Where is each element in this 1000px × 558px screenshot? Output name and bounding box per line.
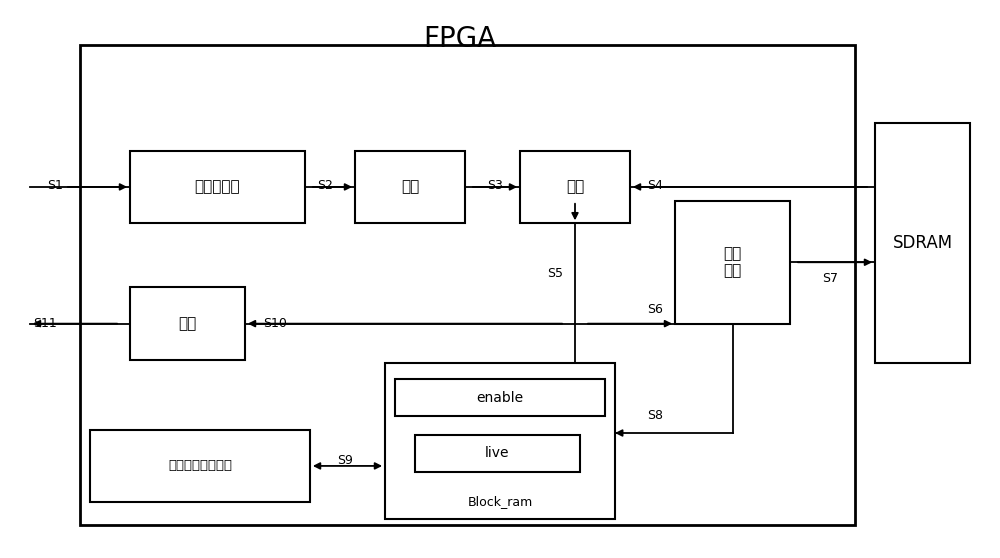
Text: live: live — [485, 446, 510, 460]
Bar — [385, 363, 615, 519]
Text: S5: S5 — [547, 267, 563, 280]
Text: S8: S8 — [647, 409, 663, 422]
Text: 输出: 输出 — [178, 316, 197, 331]
Bar — [875, 123, 970, 363]
Text: 表项
处理: 表项 处理 — [723, 246, 742, 278]
Text: 包信息提取: 包信息提取 — [195, 180, 240, 194]
Text: S4: S4 — [647, 179, 663, 192]
Text: S2: S2 — [317, 179, 333, 192]
Text: enable: enable — [476, 391, 524, 405]
Text: S11: S11 — [33, 317, 57, 330]
Text: FPGA: FPGA — [423, 25, 497, 53]
Text: S1: S1 — [47, 179, 63, 192]
Bar — [90, 430, 310, 502]
Text: S9: S9 — [337, 454, 353, 467]
Bar — [355, 151, 465, 223]
Bar — [130, 151, 305, 223]
Text: Block_ram: Block_ram — [467, 495, 533, 508]
Text: 哈希: 哈希 — [401, 180, 419, 194]
Bar — [415, 435, 580, 472]
Bar — [130, 287, 245, 360]
Bar — [520, 151, 630, 223]
Text: S6: S6 — [647, 303, 663, 316]
Text: S3: S3 — [487, 179, 503, 192]
Text: S7: S7 — [822, 272, 838, 286]
Bar — [80, 45, 855, 525]
Bar — [675, 201, 790, 324]
Text: S10: S10 — [263, 317, 287, 330]
Bar — [395, 379, 605, 416]
Text: 不活动超时流维护: 不活动超时流维护 — [168, 459, 232, 473]
Text: 查找: 查找 — [566, 180, 584, 194]
Text: SDRAM: SDRAM — [892, 234, 953, 252]
